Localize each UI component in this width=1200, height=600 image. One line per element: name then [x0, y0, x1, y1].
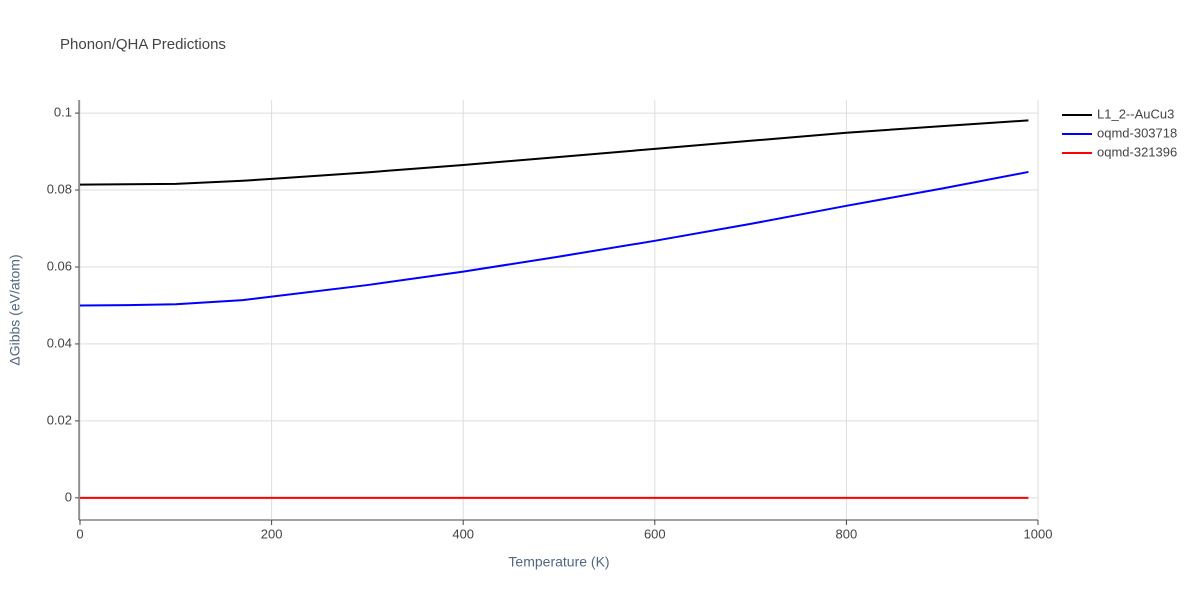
x-tick-label: 800	[836, 526, 858, 541]
y-tick-label: 0.06	[47, 258, 72, 273]
x-axis-title: Temperature (K)	[508, 554, 609, 570]
y-tick-label: 0.08	[47, 181, 72, 196]
x-tick-label: 200	[261, 526, 283, 541]
legend-label: oqmd-321396	[1097, 144, 1177, 159]
y-axis-title: ΔGibbs (eV/atom)	[7, 254, 23, 365]
x-tick-label: 1000	[1024, 526, 1053, 541]
series-line	[79, 170, 1029, 307]
x-tick-label: 0	[76, 526, 83, 541]
y-tick-label: 0.02	[47, 412, 72, 427]
legend-label: oqmd-303718	[1097, 125, 1177, 140]
y-tick-label: 0.1	[54, 105, 72, 120]
x-tick-label: 600	[644, 526, 666, 541]
y-tick-label: 0	[65, 489, 72, 504]
series-line	[79, 119, 1029, 186]
legend-label: L1_2--AuCu3	[1097, 106, 1174, 121]
y-tick-label: 0.04	[47, 335, 72, 350]
chart-title: Phonon/QHA Predictions	[60, 36, 226, 53]
x-tick-label: 400	[452, 526, 474, 541]
